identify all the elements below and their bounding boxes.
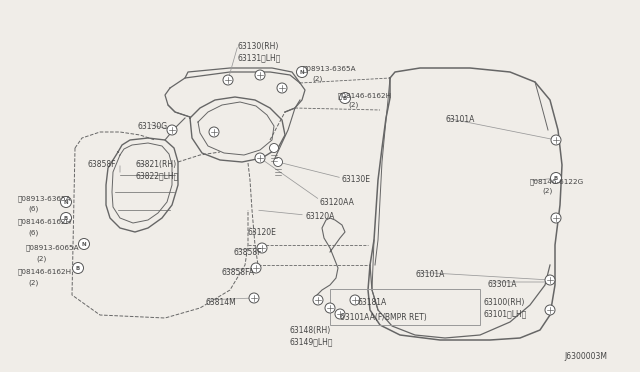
Text: 63120AA: 63120AA bbox=[320, 198, 355, 207]
Text: N: N bbox=[300, 70, 304, 74]
Text: 63181A: 63181A bbox=[358, 298, 387, 307]
Circle shape bbox=[325, 303, 335, 313]
Text: 63120A: 63120A bbox=[305, 212, 334, 221]
Circle shape bbox=[255, 70, 265, 80]
Text: (6): (6) bbox=[28, 229, 38, 235]
Circle shape bbox=[350, 295, 360, 305]
Text: (2): (2) bbox=[28, 279, 38, 285]
Circle shape bbox=[251, 263, 261, 273]
Text: 63101AA(F/BMPR RET): 63101AA(F/BMPR RET) bbox=[340, 313, 427, 322]
Text: ⓝ08913-6365A: ⓝ08913-6365A bbox=[18, 195, 72, 202]
Text: 63120E: 63120E bbox=[248, 228, 277, 237]
Text: (2): (2) bbox=[348, 102, 358, 109]
Text: B: B bbox=[554, 176, 558, 180]
Text: N: N bbox=[82, 241, 86, 247]
Circle shape bbox=[296, 67, 307, 77]
Circle shape bbox=[277, 83, 287, 93]
Circle shape bbox=[257, 243, 267, 253]
Circle shape bbox=[79, 238, 90, 250]
Text: B: B bbox=[343, 96, 347, 100]
Text: N: N bbox=[64, 199, 68, 205]
Circle shape bbox=[313, 295, 323, 305]
Text: Ⓑ08146-6162H: Ⓑ08146-6162H bbox=[338, 92, 392, 99]
Text: 63822〈LH〉: 63822〈LH〉 bbox=[135, 171, 179, 180]
Circle shape bbox=[223, 75, 233, 85]
Text: 63130G: 63130G bbox=[138, 122, 168, 131]
Text: (2): (2) bbox=[312, 75, 323, 81]
Text: (2): (2) bbox=[542, 188, 552, 195]
Text: 63858FA: 63858FA bbox=[222, 268, 255, 277]
Text: 63101A: 63101A bbox=[416, 270, 445, 279]
Circle shape bbox=[335, 309, 345, 319]
Circle shape bbox=[167, 125, 177, 135]
Circle shape bbox=[72, 263, 83, 273]
Text: Ⓑ08146-6162H: Ⓑ08146-6162H bbox=[18, 268, 72, 275]
Circle shape bbox=[551, 135, 561, 145]
Circle shape bbox=[249, 293, 259, 303]
Text: Ⓑ08146-6162H: Ⓑ08146-6162H bbox=[18, 218, 72, 225]
Circle shape bbox=[209, 127, 219, 137]
Circle shape bbox=[255, 153, 265, 163]
Text: 63814M: 63814M bbox=[205, 298, 236, 307]
Text: 63130E: 63130E bbox=[342, 175, 371, 184]
Text: ⓝ08913-6365A: ⓝ08913-6365A bbox=[303, 65, 356, 71]
Text: 63100(RH): 63100(RH) bbox=[484, 298, 525, 307]
Text: (6): (6) bbox=[28, 206, 38, 212]
Text: 63131〈LH〉: 63131〈LH〉 bbox=[238, 53, 282, 62]
Circle shape bbox=[61, 212, 72, 224]
Text: Ⓑ08146-6122G: Ⓑ08146-6122G bbox=[530, 178, 584, 185]
Text: 63858F: 63858F bbox=[88, 160, 116, 169]
Circle shape bbox=[339, 93, 351, 103]
Text: 63858F: 63858F bbox=[234, 248, 262, 257]
Text: 63101〈LH〉: 63101〈LH〉 bbox=[484, 309, 527, 318]
Text: B: B bbox=[64, 215, 68, 221]
Text: 63149〈LH〉: 63149〈LH〉 bbox=[290, 337, 333, 346]
Bar bbox=[330, 289, 480, 325]
Circle shape bbox=[545, 275, 555, 285]
Text: 63148(RH): 63148(RH) bbox=[290, 326, 332, 335]
Circle shape bbox=[545, 305, 555, 315]
Text: 63821(RH): 63821(RH) bbox=[135, 160, 176, 169]
Text: B: B bbox=[76, 266, 80, 270]
Text: 63301A: 63301A bbox=[488, 280, 518, 289]
Text: 63101A: 63101A bbox=[446, 115, 476, 124]
Circle shape bbox=[550, 173, 561, 183]
Text: 63130(RH): 63130(RH) bbox=[238, 42, 280, 51]
Text: ⓝ08913-6065A: ⓝ08913-6065A bbox=[26, 244, 79, 251]
Circle shape bbox=[61, 196, 72, 208]
Circle shape bbox=[551, 213, 561, 223]
Circle shape bbox=[273, 157, 282, 167]
Text: (2): (2) bbox=[36, 255, 46, 262]
Circle shape bbox=[269, 144, 278, 153]
Text: J6300003M: J6300003M bbox=[564, 352, 607, 361]
